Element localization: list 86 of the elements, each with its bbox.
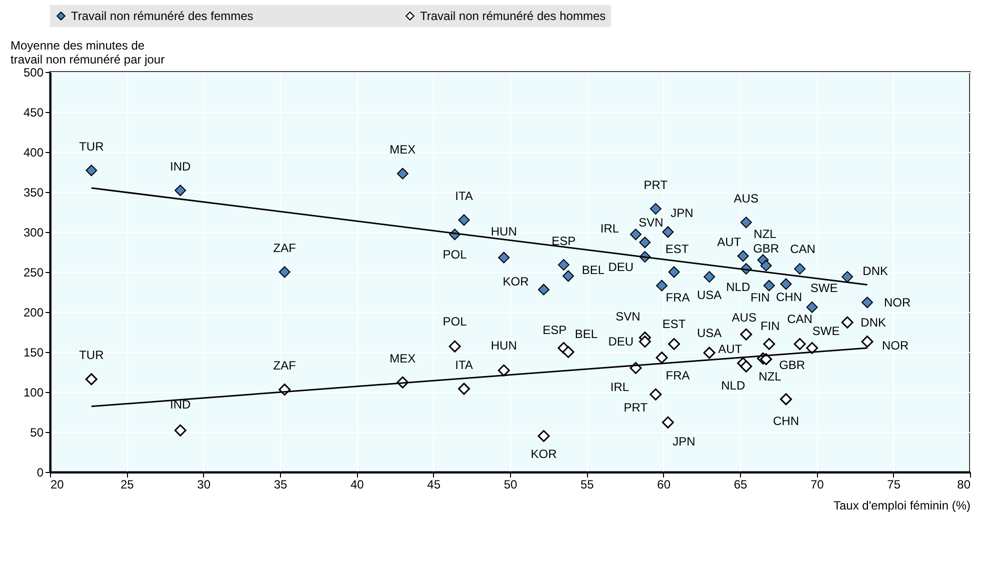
data-label: DNK (862, 264, 888, 278)
data-label: ZAF (273, 358, 296, 373)
data-label: CHN (773, 414, 799, 428)
data-label: MEX (390, 142, 416, 157)
data-label: ESP (542, 323, 567, 337)
data-label: NOR (884, 295, 911, 310)
y-tick-label: 350 (23, 186, 44, 200)
data-label: DNK (860, 315, 886, 330)
legend-label: Travail non rémunéré des hommes (420, 9, 606, 23)
y-tick-label: 100 (23, 386, 44, 400)
x-axis-title: Taux d'emploi féminin (%) (833, 498, 970, 512)
data-label: IND (170, 397, 191, 412)
x-tick-label: 65 (734, 478, 748, 492)
data-label: IND (170, 159, 191, 174)
data-label: CAN (787, 312, 812, 326)
x-tick-label: 20 (50, 478, 64, 492)
data-label: CAN (790, 242, 816, 256)
data-label: SWE (810, 281, 838, 296)
data-label: HUN (490, 338, 517, 352)
data-label: GBR (779, 358, 806, 372)
y-tick-label: 50 (30, 426, 44, 440)
data-label: MEX (390, 351, 416, 366)
data-label: KOR (530, 447, 558, 461)
data-label: TUR (79, 139, 104, 154)
data-label: BEL (574, 327, 598, 341)
x-tick-label: 70 (810, 478, 824, 492)
data-label: NLD (721, 378, 746, 392)
data-label: USA (696, 326, 722, 340)
data-label: AUT (718, 342, 743, 356)
x-tick-label: 75 (887, 478, 901, 492)
data-label: POL (442, 247, 468, 262)
x-tick-label: 35 (274, 478, 288, 492)
data-label: JPN (672, 434, 696, 448)
data-label: FIN (760, 319, 780, 333)
data-label: ITA (455, 189, 473, 203)
data-label: FIN (750, 290, 770, 305)
data-label: SVN (616, 310, 640, 324)
data-label: POL (442, 314, 468, 328)
data-label: DEU (608, 260, 634, 274)
x-tick-label: 60 (657, 478, 671, 492)
data-label: SVN (638, 215, 664, 230)
y-tick-label: 0 (36, 466, 44, 480)
data-label: HUN (490, 224, 517, 239)
data-label: NZL (758, 369, 782, 384)
data-label: TUR (79, 348, 104, 362)
data-label: EST (665, 242, 690, 256)
data-label: PRT (624, 400, 648, 414)
x-tick-label: 80 (957, 478, 971, 492)
x-tick-label: 55 (580, 478, 594, 492)
data-label: KOR (502, 274, 530, 289)
data-label: SWE (812, 324, 840, 338)
x-tick-label: 40 (350, 478, 364, 492)
data-label: ZAF (273, 241, 296, 255)
data-label: CHN (776, 290, 802, 304)
data-label: NZL (754, 227, 777, 241)
x-tick-label: 50 (504, 478, 518, 492)
data-label: DEU (608, 334, 634, 349)
data-label: NLD (726, 280, 750, 294)
y-tick-label: 150 (23, 346, 44, 360)
data-label: AUS (732, 310, 756, 324)
data-label: ITA (455, 358, 473, 372)
data-label: IRL (600, 221, 620, 236)
data-label: ESP (552, 234, 576, 248)
x-tick-label: 30 (197, 478, 211, 492)
data-label: FRA (666, 290, 690, 305)
data-label: IRL (610, 380, 630, 394)
data-label: BEL (582, 263, 605, 277)
y-axis-title: Moyenne des minutes de travail non rémunéré par jour (10, 38, 165, 66)
data-label: EST (662, 317, 686, 331)
legend-label: Travail non rémunéré des femmes (71, 9, 254, 23)
y-tick-label: 450 (23, 106, 44, 120)
y-tick-label: 250 (23, 266, 44, 280)
data-label: PRT (644, 178, 668, 192)
y-tick-label: 500 (23, 66, 44, 80)
data-label: FRA (666, 368, 690, 383)
y-tick-label: 200 (23, 306, 44, 320)
data-label: AUS (734, 191, 758, 206)
x-tick-label: 25 (120, 478, 134, 492)
y-tick-label: 400 (23, 146, 44, 160)
data-label: JPN (670, 206, 694, 220)
y-tick-label: 300 (23, 226, 44, 240)
data-label: NOR (882, 338, 909, 353)
data-label: GBR (753, 242, 780, 256)
data-label: AUT (717, 235, 742, 249)
x-tick-label: 45 (427, 478, 441, 492)
data-label: USA (696, 288, 722, 302)
